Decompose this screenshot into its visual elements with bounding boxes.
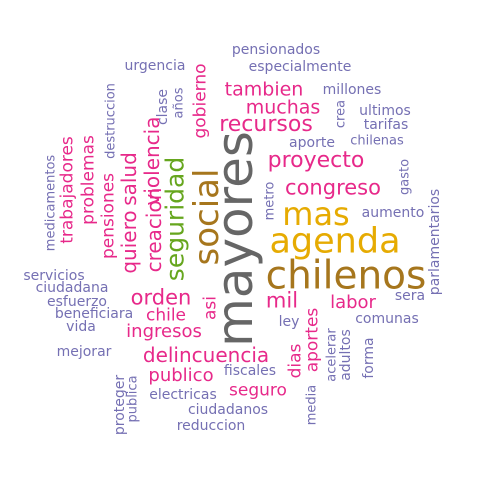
word-sera: sera bbox=[394, 288, 426, 304]
word-quiero: quiero bbox=[117, 210, 141, 274]
word-seguridad: seguridad bbox=[160, 156, 190, 282]
word-parlamentarios: parlamentarios bbox=[427, 188, 443, 296]
word-aumento: aumento bbox=[361, 205, 425, 221]
word-años: años bbox=[171, 87, 187, 119]
word-ingresos: ingresos bbox=[126, 321, 202, 342]
word-dias: dias bbox=[285, 343, 306, 379]
word-reduccion: reduccion bbox=[176, 418, 246, 434]
word-ultimos: ultimos bbox=[359, 103, 411, 119]
word-esfuerzo: esfuerzo bbox=[47, 294, 107, 310]
word-vida: vida bbox=[66, 319, 96, 335]
word-millones: millones bbox=[322, 82, 382, 98]
word-especialmente: especialmente bbox=[248, 59, 352, 75]
word-acelerar: acelerar bbox=[324, 328, 340, 382]
word-media: media bbox=[304, 384, 320, 426]
word-chilenos: chilenos bbox=[265, 253, 427, 299]
word-chile: chile bbox=[145, 305, 187, 326]
word-forma: forma bbox=[361, 337, 377, 379]
word-crea: crea bbox=[333, 99, 349, 129]
word-asi: asi bbox=[200, 296, 221, 320]
word-congreso: congreso bbox=[285, 175, 381, 200]
word-proyecto: proyecto bbox=[267, 148, 365, 173]
word-aporte: aporte bbox=[289, 135, 335, 151]
word-urgencia: urgencia bbox=[124, 58, 186, 74]
word-gobierno: gobierno bbox=[190, 63, 211, 139]
word-chilenas: chilenas bbox=[350, 133, 404, 149]
word-destruccion: destruccion bbox=[103, 83, 119, 159]
word-tambien: tambien bbox=[224, 78, 304, 101]
word-muchas: muchas bbox=[245, 96, 321, 119]
word-publico: publico bbox=[148, 365, 214, 386]
word-violencia: violencia bbox=[140, 116, 164, 206]
word-clase: clase bbox=[155, 88, 171, 126]
word-mas: mas bbox=[282, 195, 350, 233]
word-tarifas: tarifas bbox=[363, 117, 409, 133]
word-problemas: problemas bbox=[78, 135, 99, 225]
word-electricas: electricas bbox=[149, 387, 217, 403]
word-salud: salud bbox=[117, 152, 141, 206]
word-medicamentos: medicamentos bbox=[43, 154, 59, 252]
word-adultos: adultos bbox=[338, 329, 354, 381]
word-metro: metro bbox=[262, 181, 278, 221]
word-aportes: aportes bbox=[302, 307, 323, 373]
word-orden: orden bbox=[130, 285, 192, 310]
word-agenda: agenda bbox=[269, 221, 401, 262]
word-pensionados: pensionados bbox=[231, 42, 321, 58]
word-delincuencia: delincuencia bbox=[142, 343, 270, 367]
word-seguro: seguro bbox=[229, 380, 287, 401]
word-gasto: gasto bbox=[397, 158, 413, 196]
word-beneficiara: beneficiara bbox=[54, 306, 134, 322]
word-social: social bbox=[187, 168, 227, 266]
word-mil: mil bbox=[265, 288, 299, 313]
word-ciudadanos: ciudadanos bbox=[187, 402, 269, 418]
word-comunas: comunas bbox=[355, 311, 419, 327]
word-pensiones: pensiones bbox=[98, 172, 119, 260]
word-recursos: recursos bbox=[219, 112, 313, 137]
word-fiscales: fiscales bbox=[223, 363, 277, 379]
word-trabajadores: trabajadores bbox=[57, 136, 78, 244]
word-publica: publica bbox=[125, 375, 141, 423]
word-ley: ley bbox=[278, 314, 300, 330]
word-servicios: servicios bbox=[23, 268, 85, 284]
word-ciudadana: ciudadana bbox=[35, 280, 109, 296]
word-labor: labor bbox=[330, 292, 376, 313]
word-mejorar: mejorar bbox=[56, 344, 112, 360]
